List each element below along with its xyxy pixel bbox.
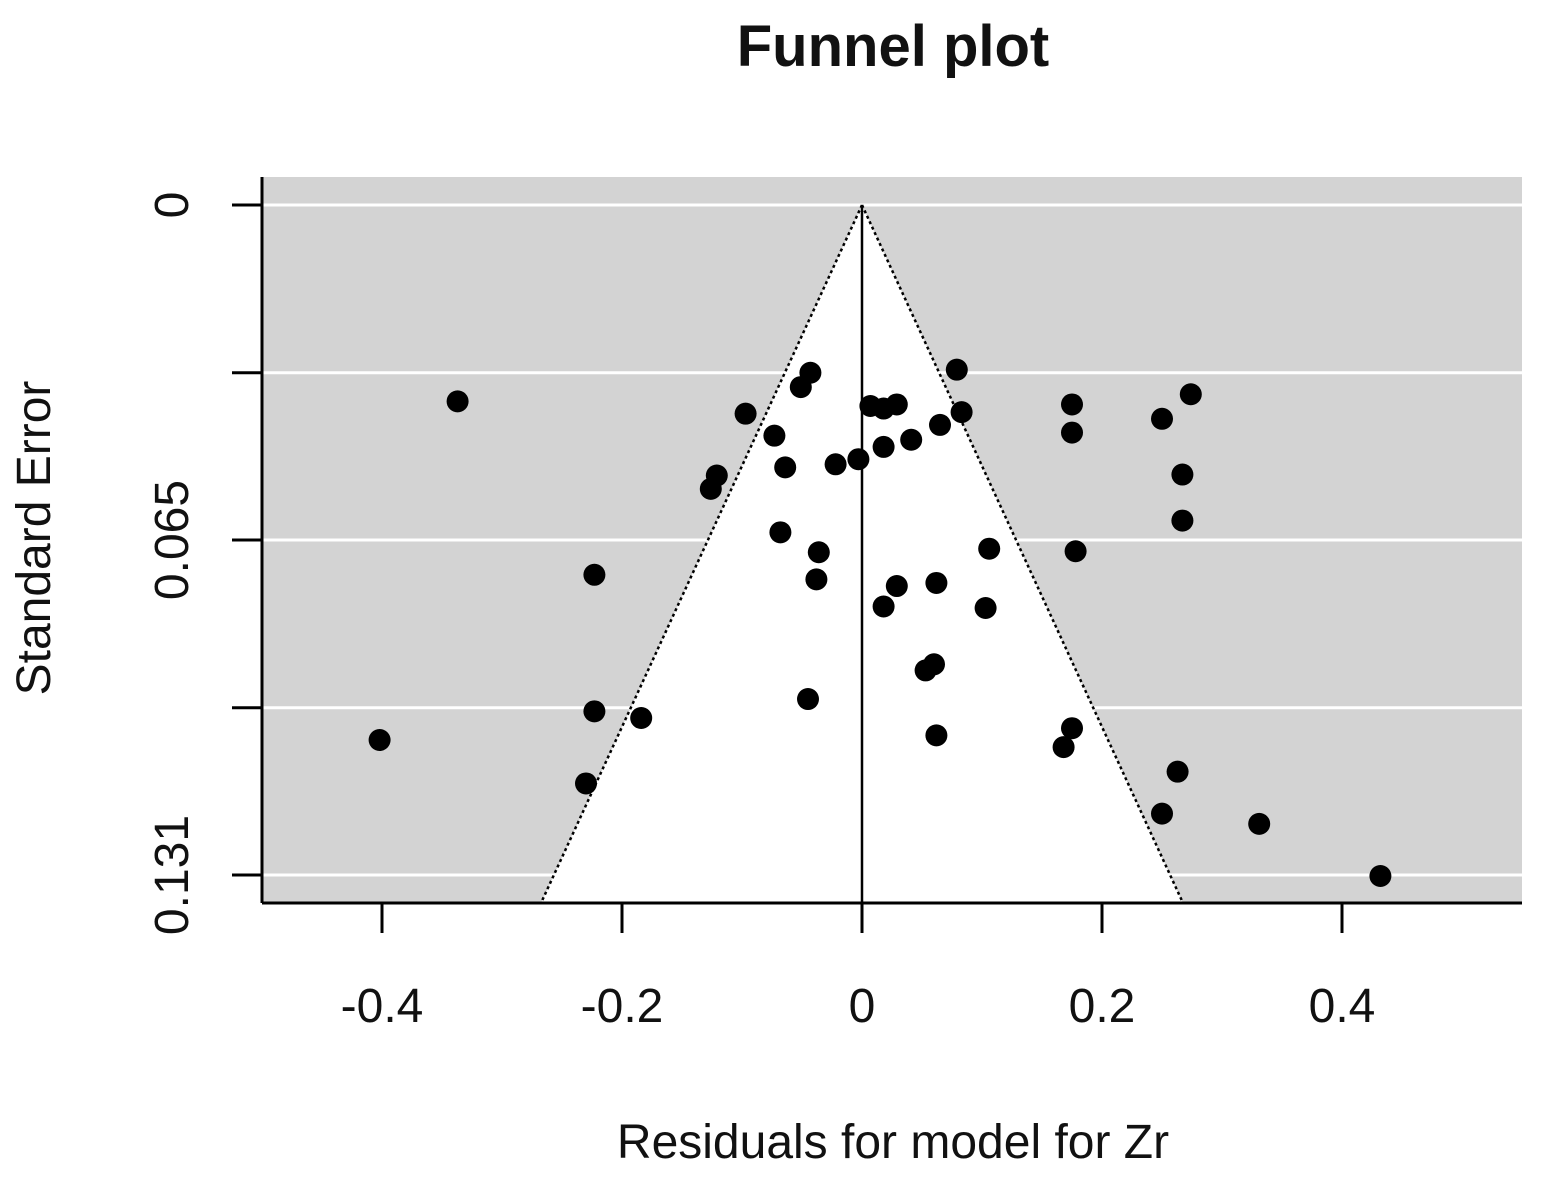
funnel-left-boundary (539, 204, 864, 904)
data-point (925, 571, 948, 594)
data-point (774, 456, 797, 479)
data-point (1179, 383, 1202, 406)
data-point (1369, 865, 1392, 888)
data-point (575, 772, 597, 795)
data-point (705, 464, 728, 487)
data-point (1248, 812, 1271, 835)
data-point (799, 361, 822, 384)
data-point (872, 595, 895, 618)
data-point (925, 724, 948, 747)
data-point (368, 728, 391, 751)
data-point (974, 597, 997, 620)
data-point (923, 653, 945, 676)
data-point (630, 706, 653, 729)
data-point (824, 453, 847, 476)
data-point (929, 413, 951, 436)
x-tick-label: -0.4 (341, 980, 424, 1033)
data-point (950, 401, 973, 424)
data-point (763, 424, 786, 447)
y-tick-label: 0.131 (146, 815, 199, 935)
data-point (797, 688, 819, 711)
data-point (769, 521, 792, 544)
data-point (1151, 407, 1173, 430)
chart-title: Funnel plot (737, 14, 1050, 79)
data-point (734, 402, 757, 425)
data-point (872, 435, 895, 458)
x-axis-title: Residuals for model for Zr (617, 1116, 1169, 1169)
data-point (1061, 393, 1083, 416)
y-tick-label: 0 (146, 192, 199, 219)
data-point (1064, 540, 1087, 563)
x-tick-label: -0.2 (581, 980, 664, 1033)
data-point (978, 537, 1001, 560)
data-point (807, 541, 830, 564)
data-point (900, 428, 923, 451)
data-point (1171, 463, 1194, 486)
y-tick-label: 0.065 (146, 480, 199, 600)
data-point (847, 448, 870, 471)
funnel-right-boundary (860, 204, 1185, 904)
x-tick-label: 0.2 (1069, 980, 1136, 1033)
data-point (1151, 802, 1173, 825)
data-point (446, 390, 469, 413)
data-point (1052, 736, 1075, 759)
data-point (583, 700, 606, 723)
x-tick-label: 0.4 (1309, 980, 1376, 1033)
y-axis-title: Standard Error (8, 381, 61, 696)
plot-area: 0 0.065 0.131 -0.4 -0.2 0 0.2 0.4 (146, 177, 1522, 1033)
data-point (945, 358, 968, 381)
data-point (583, 563, 606, 586)
x-tick-label: 0 (849, 980, 876, 1033)
data-point (805, 568, 828, 591)
data-point (1171, 509, 1194, 532)
data-point (885, 393, 908, 416)
data-point (1061, 717, 1083, 740)
data-point (885, 575, 908, 598)
data-point (1061, 421, 1083, 444)
data-point (1166, 760, 1189, 783)
